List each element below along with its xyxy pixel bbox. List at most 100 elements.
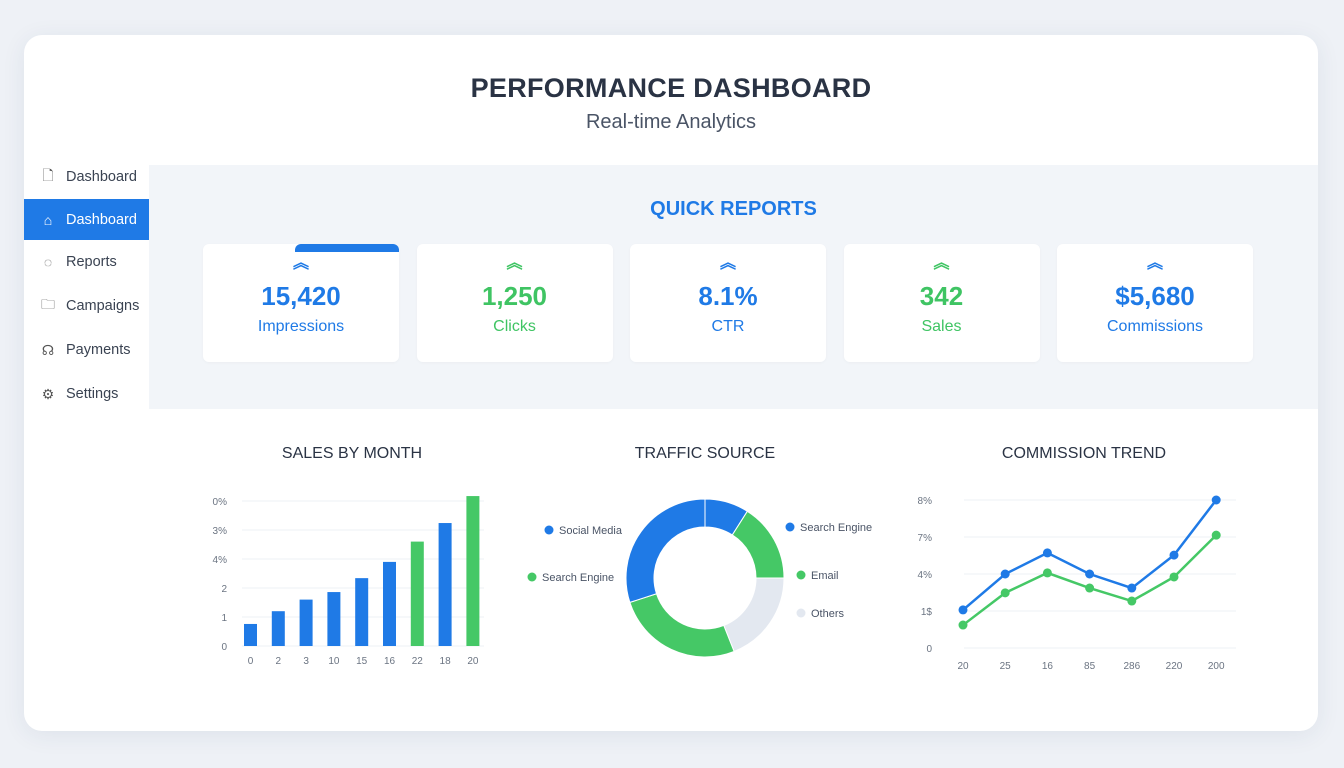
active-indicator	[295, 244, 399, 252]
donut-slice	[704, 498, 749, 536]
kpi-card-ctr[interactable]: ︽ 8.1% CTR	[630, 244, 826, 362]
bar	[244, 623, 257, 646]
data-point	[1085, 569, 1095, 579]
double-chevron-up-icon: ︽	[292, 255, 309, 272]
data-point	[1169, 572, 1179, 582]
x-tick-label: 25	[1000, 661, 1012, 672]
series-line	[962, 534, 1218, 627]
bar	[438, 523, 452, 646]
x-tick-label: 85	[1084, 661, 1096, 672]
bar	[299, 599, 313, 646]
data-point	[1042, 568, 1052, 578]
y-tick-label: 4%	[918, 570, 933, 581]
x-tick-label: 2	[276, 656, 282, 667]
dashboard-panel: PERFORMANCE DASHBOARD Real-time Analytic…	[24, 35, 1318, 731]
x-tick-label: 22	[412, 656, 424, 667]
legend-label: Others	[811, 608, 845, 620]
commission-chart-title: COMMISSION TREND	[1001, 445, 1167, 462]
x-tick-label: 16	[1042, 661, 1054, 672]
folder-icon: 🗀	[41, 296, 55, 312]
x-tick-label: 20	[957, 661, 969, 672]
legend-label: Social Media	[559, 525, 623, 537]
document-icon: 🗋	[42, 167, 54, 183]
kpi-label: Sales	[921, 318, 962, 335]
page-title: PERFORMANCE DASHBOARD	[470, 73, 872, 103]
bar	[355, 578, 369, 646]
data-point	[1127, 596, 1137, 606]
sidebar-item-label: Settings	[66, 386, 119, 402]
kpi-value: 342	[919, 281, 964, 311]
x-tick-label: 220	[1166, 661, 1183, 672]
double-chevron-up-icon: ︽	[1146, 255, 1163, 272]
bar	[466, 496, 480, 646]
sidebar-item-label: Reports	[66, 254, 117, 270]
data-point	[1211, 530, 1221, 540]
x-tick-label: 18	[440, 656, 452, 667]
double-chevron-up-icon: ︽	[506, 255, 523, 272]
sidebar-item-payments[interactable]: ☊ Payments	[24, 328, 149, 372]
sidebar-item-label: Payments	[66, 342, 131, 358]
legend-label: Search Engine	[800, 522, 872, 534]
sidebar-item-dashboard[interactable]: ⌂ Dashboard	[24, 199, 149, 240]
y-tick-label: 1	[221, 613, 227, 624]
kpi-card-commissions[interactable]: ︽ $5,680 Commissions	[1057, 244, 1253, 362]
legend-dot	[544, 525, 554, 535]
legend-dot	[796, 608, 806, 618]
sidebar-item-settings[interactable]: ⚙ Settings	[24, 372, 149, 416]
x-tick-label: 15	[356, 656, 368, 667]
kpi-value: $5,680	[1115, 281, 1195, 311]
kpi-value: 8.1%	[698, 281, 758, 311]
x-tick-label: 3	[303, 656, 309, 667]
x-tick-label: 0	[248, 656, 254, 667]
kpi-card-impressions[interactable]: ︽ 15,420 Impressions	[203, 244, 399, 362]
data-point	[1211, 495, 1221, 505]
data-point	[1000, 588, 1010, 598]
double-chevron-up-icon: ︽	[719, 255, 736, 272]
traffic-chart-title: TRAFFIC SOURCE	[634, 445, 776, 462]
kpi-label: Commissions	[1106, 318, 1203, 335]
legend-dot	[527, 572, 537, 582]
series-line	[962, 499, 1218, 611]
y-tick-label: 0	[221, 642, 227, 653]
bar	[410, 541, 424, 646]
chat-icon: ◌	[43, 254, 53, 270]
page-subtitle: Real-time Analytics	[585, 111, 757, 133]
sidebar-item-label: Campaigns	[66, 298, 140, 314]
gear-icon: ⚙	[41, 385, 55, 402]
y-tick-label: 0	[926, 644, 932, 655]
y-tick-label: 4%	[213, 555, 228, 566]
kpi-card-clicks[interactable]: ︽ 1,250 Clicks	[416, 244, 613, 362]
data-point	[1127, 583, 1137, 593]
kpi-value: 1,250	[481, 281, 548, 311]
sidebar-item-label: Dashboard	[66, 169, 137, 185]
data-point	[1169, 550, 1179, 560]
bar	[327, 592, 341, 646]
legend-label: Email	[811, 570, 839, 582]
x-tick-label: 200	[1208, 661, 1225, 672]
sidebar-item-reports[interactable]: ◌ Reports	[24, 240, 149, 284]
donut-slice	[625, 498, 706, 604]
quick-reports-title: QUICK REPORTS	[650, 198, 817, 220]
sales-chart-title: SALES BY MONTH	[281, 445, 423, 462]
y-tick-label: 0%	[213, 497, 228, 508]
y-tick-label: 2	[221, 584, 227, 595]
kpi-card-sales[interactable]: ︽ 342 Sales	[843, 244, 1040, 362]
x-tick-label: 20	[467, 656, 479, 667]
legend-dot	[796, 570, 806, 580]
x-tick-label: 286	[1123, 661, 1140, 672]
data-point	[958, 620, 968, 630]
y-tick-label: 7%	[918, 533, 933, 544]
donut-slice	[723, 577, 785, 653]
donut-slice	[731, 510, 785, 579]
x-tick-label: 16	[384, 656, 396, 667]
kpi-label: CTR	[711, 318, 745, 335]
data-point	[958, 605, 968, 615]
legend-label: Search Engine	[542, 572, 614, 584]
hand-icon: ☊	[41, 341, 55, 358]
sidebar-item-campaigns[interactable]: 🗀 Campaigns	[24, 284, 149, 328]
sidebar-item-dashboard[interactable]: 🗋 Dashboard	[24, 155, 149, 199]
sidebar-item-label: Dashboard	[66, 211, 137, 228]
sidebar: 🗋 Dashboard ⌂ Dashboard ◌ Reports 🗀 Campaigns ☊ P…	[24, 155, 149, 416]
kpi-value: 15,420	[261, 281, 341, 311]
donut-slice	[629, 593, 735, 658]
